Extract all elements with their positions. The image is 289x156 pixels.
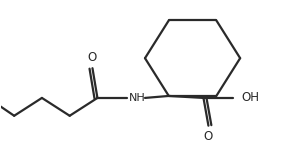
Text: O: O [88,51,97,64]
Text: OH: OH [241,91,259,104]
Text: NH: NH [129,93,145,103]
Text: O: O [204,130,213,143]
